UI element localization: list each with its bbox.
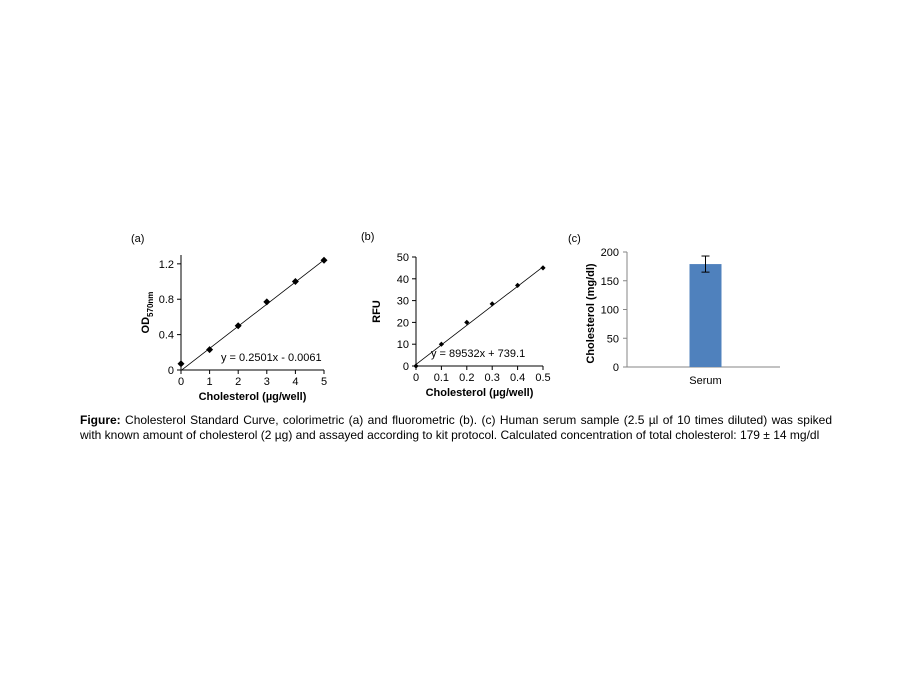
- x-tick-label: 1: [207, 376, 213, 388]
- x-axis-title: Cholesterol (µg/well): [426, 387, 534, 399]
- y-tick-label: 20: [397, 317, 409, 329]
- panel-label-c: (c): [568, 233, 581, 245]
- y-tick-label: 0: [403, 361, 409, 373]
- data-point: [177, 360, 185, 368]
- x-tick-label: 0.1: [434, 372, 449, 384]
- data-point: [291, 278, 299, 286]
- y-axis-title-subscript: 570nm: [146, 292, 155, 317]
- x-tick-label: 5: [321, 376, 327, 388]
- y-tick-label: 0.4: [159, 330, 174, 342]
- y-tick-label: 150: [601, 276, 619, 288]
- y-tick-label: 30: [397, 296, 409, 308]
- x-tick-label: 0.3: [485, 372, 500, 384]
- data-point: [515, 282, 521, 288]
- y-tick-label: 50: [607, 333, 619, 345]
- panel-label-a: (a): [131, 233, 145, 245]
- trendline: [415, 266, 544, 365]
- x-tick-label: 0.5: [535, 372, 550, 384]
- x-tick-label: 0: [178, 376, 184, 388]
- x-tick-label: 4: [292, 376, 298, 388]
- x-tick-label: 2: [235, 376, 241, 388]
- data-point: [206, 346, 214, 354]
- figure-caption: Figure: Cholesterol Standard Curve, colo…: [80, 413, 832, 443]
- data-point: [540, 265, 546, 271]
- data-point: [438, 341, 444, 347]
- y-tick-label: 0: [613, 362, 619, 374]
- data-point: [489, 301, 495, 307]
- x-tick-label: 3: [264, 376, 270, 388]
- y-tick-label: 200: [601, 247, 619, 259]
- bar-serum: [689, 264, 722, 367]
- caption-bold: Figure:: [80, 413, 121, 427]
- trendline: [180, 259, 325, 371]
- y-axis-title: Cholesterol (mg/dl): [585, 263, 597, 364]
- trendline-equation: y = 0.2501x - 0.0061: [221, 352, 322, 364]
- x-tick-label: 0.4: [510, 372, 525, 384]
- x-tick-label: 0.2: [459, 372, 474, 384]
- data-point: [320, 256, 328, 264]
- y-tick-label: 40: [397, 274, 409, 286]
- data-point: [234, 322, 242, 330]
- y-tick-label: 50: [397, 252, 409, 264]
- y-tick-label: 1.2: [159, 259, 174, 271]
- y-tick-label: 10: [397, 339, 409, 351]
- x-category-label: Serum: [689, 375, 721, 387]
- y-tick-label: 100: [601, 305, 619, 317]
- caption-text: Cholesterol Standard Curve, colorimetric…: [80, 413, 832, 442]
- y-axis-title: RFU: [371, 300, 383, 323]
- data-point: [464, 319, 470, 325]
- y-tick-label: 0: [168, 365, 174, 377]
- x-tick-label: 0: [413, 372, 419, 384]
- data-point: [413, 363, 419, 369]
- trendline-equation: y = 89532x + 739.1: [431, 348, 525, 360]
- panel-label-b: (b): [361, 231, 375, 243]
- x-axis-title: Cholesterol (µg/well): [199, 391, 307, 403]
- data-point: [263, 298, 271, 306]
- y-tick-label: 0.8: [159, 294, 174, 306]
